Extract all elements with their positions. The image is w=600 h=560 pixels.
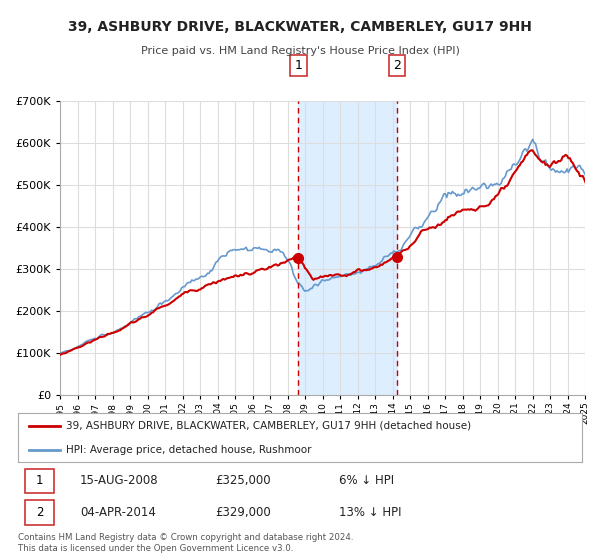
Text: 13% ↓ HPI: 13% ↓ HPI xyxy=(340,506,402,519)
Text: 2: 2 xyxy=(35,506,43,519)
Text: Contains HM Land Registry data © Crown copyright and database right 2024.: Contains HM Land Registry data © Crown c… xyxy=(18,533,353,542)
Text: 39, ASHBURY DRIVE, BLACKWATER, CAMBERLEY, GU17 9HH: 39, ASHBURY DRIVE, BLACKWATER, CAMBERLEY… xyxy=(68,20,532,34)
Text: 04-APR-2014: 04-APR-2014 xyxy=(80,506,156,519)
FancyBboxPatch shape xyxy=(25,500,54,525)
Text: 1: 1 xyxy=(35,474,43,487)
Text: 6% ↓ HPI: 6% ↓ HPI xyxy=(340,474,395,487)
Text: 39, ASHBURY DRIVE, BLACKWATER, CAMBERLEY, GU17 9HH (detached house): 39, ASHBURY DRIVE, BLACKWATER, CAMBERLEY… xyxy=(66,421,471,431)
Text: £325,000: £325,000 xyxy=(215,474,271,487)
Text: 2: 2 xyxy=(393,59,401,72)
Text: 1: 1 xyxy=(295,59,302,72)
Text: £329,000: £329,000 xyxy=(215,506,271,519)
Text: HPI: Average price, detached house, Rushmoor: HPI: Average price, detached house, Rush… xyxy=(66,445,311,455)
Bar xyxy=(298,101,397,395)
FancyBboxPatch shape xyxy=(25,469,54,493)
Text: This data is licensed under the Open Government Licence v3.0.: This data is licensed under the Open Gov… xyxy=(18,544,293,553)
Text: 15-AUG-2008: 15-AUG-2008 xyxy=(80,474,158,487)
Text: Price paid vs. HM Land Registry's House Price Index (HPI): Price paid vs. HM Land Registry's House … xyxy=(140,46,460,56)
